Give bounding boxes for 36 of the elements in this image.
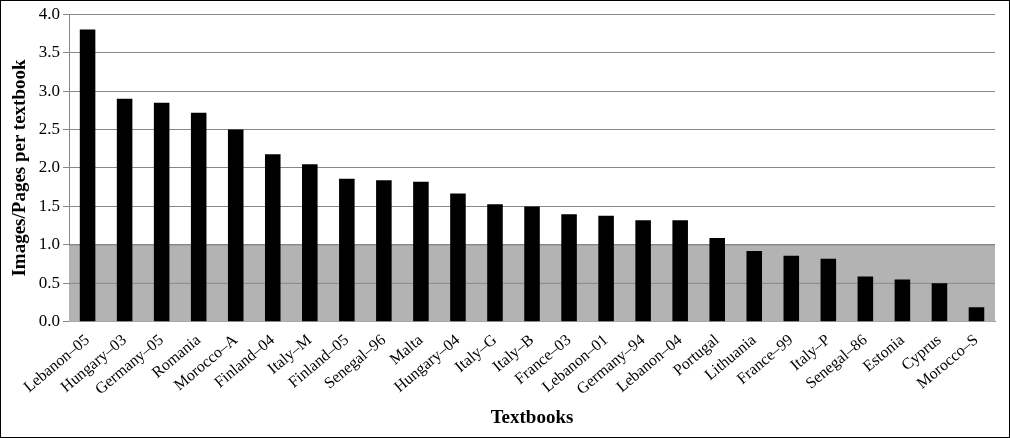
bar <box>227 129 244 322</box>
bar <box>190 112 207 322</box>
bar <box>746 251 763 322</box>
y-tick-label: 2.0 <box>38 157 61 177</box>
bar <box>857 276 874 322</box>
y-tick-label: 3.5 <box>38 42 61 62</box>
bar <box>79 29 96 322</box>
bar <box>116 98 133 322</box>
y-axis-title: Images/Pages per textbook <box>8 59 30 277</box>
bar <box>339 178 355 322</box>
y-tick-label: 1.0 <box>38 234 61 254</box>
bar <box>820 258 837 322</box>
bar <box>931 283 948 322</box>
x-axis-title: Textbooks <box>490 405 574 427</box>
bar <box>783 255 800 322</box>
bar <box>376 180 392 322</box>
bar <box>709 237 725 322</box>
bar <box>450 193 466 322</box>
bar <box>635 220 651 322</box>
bar <box>524 206 540 322</box>
y-tick-label: 0.0 <box>38 311 61 331</box>
y-tick-label: 2.5 <box>38 119 61 139</box>
y-tick-label: 3.0 <box>38 80 61 100</box>
bar <box>968 307 985 322</box>
y-tick-label: 0.5 <box>38 272 61 292</box>
y-tick-label: 4.0 <box>38 3 61 23</box>
bar <box>413 181 429 322</box>
bar <box>894 279 911 322</box>
bar <box>672 220 688 322</box>
bar <box>487 204 503 322</box>
bar <box>598 215 614 322</box>
bar <box>561 214 577 322</box>
bar <box>153 102 170 322</box>
bar <box>302 164 318 322</box>
bar <box>264 154 281 322</box>
y-tick-label: 1.5 <box>38 195 61 215</box>
